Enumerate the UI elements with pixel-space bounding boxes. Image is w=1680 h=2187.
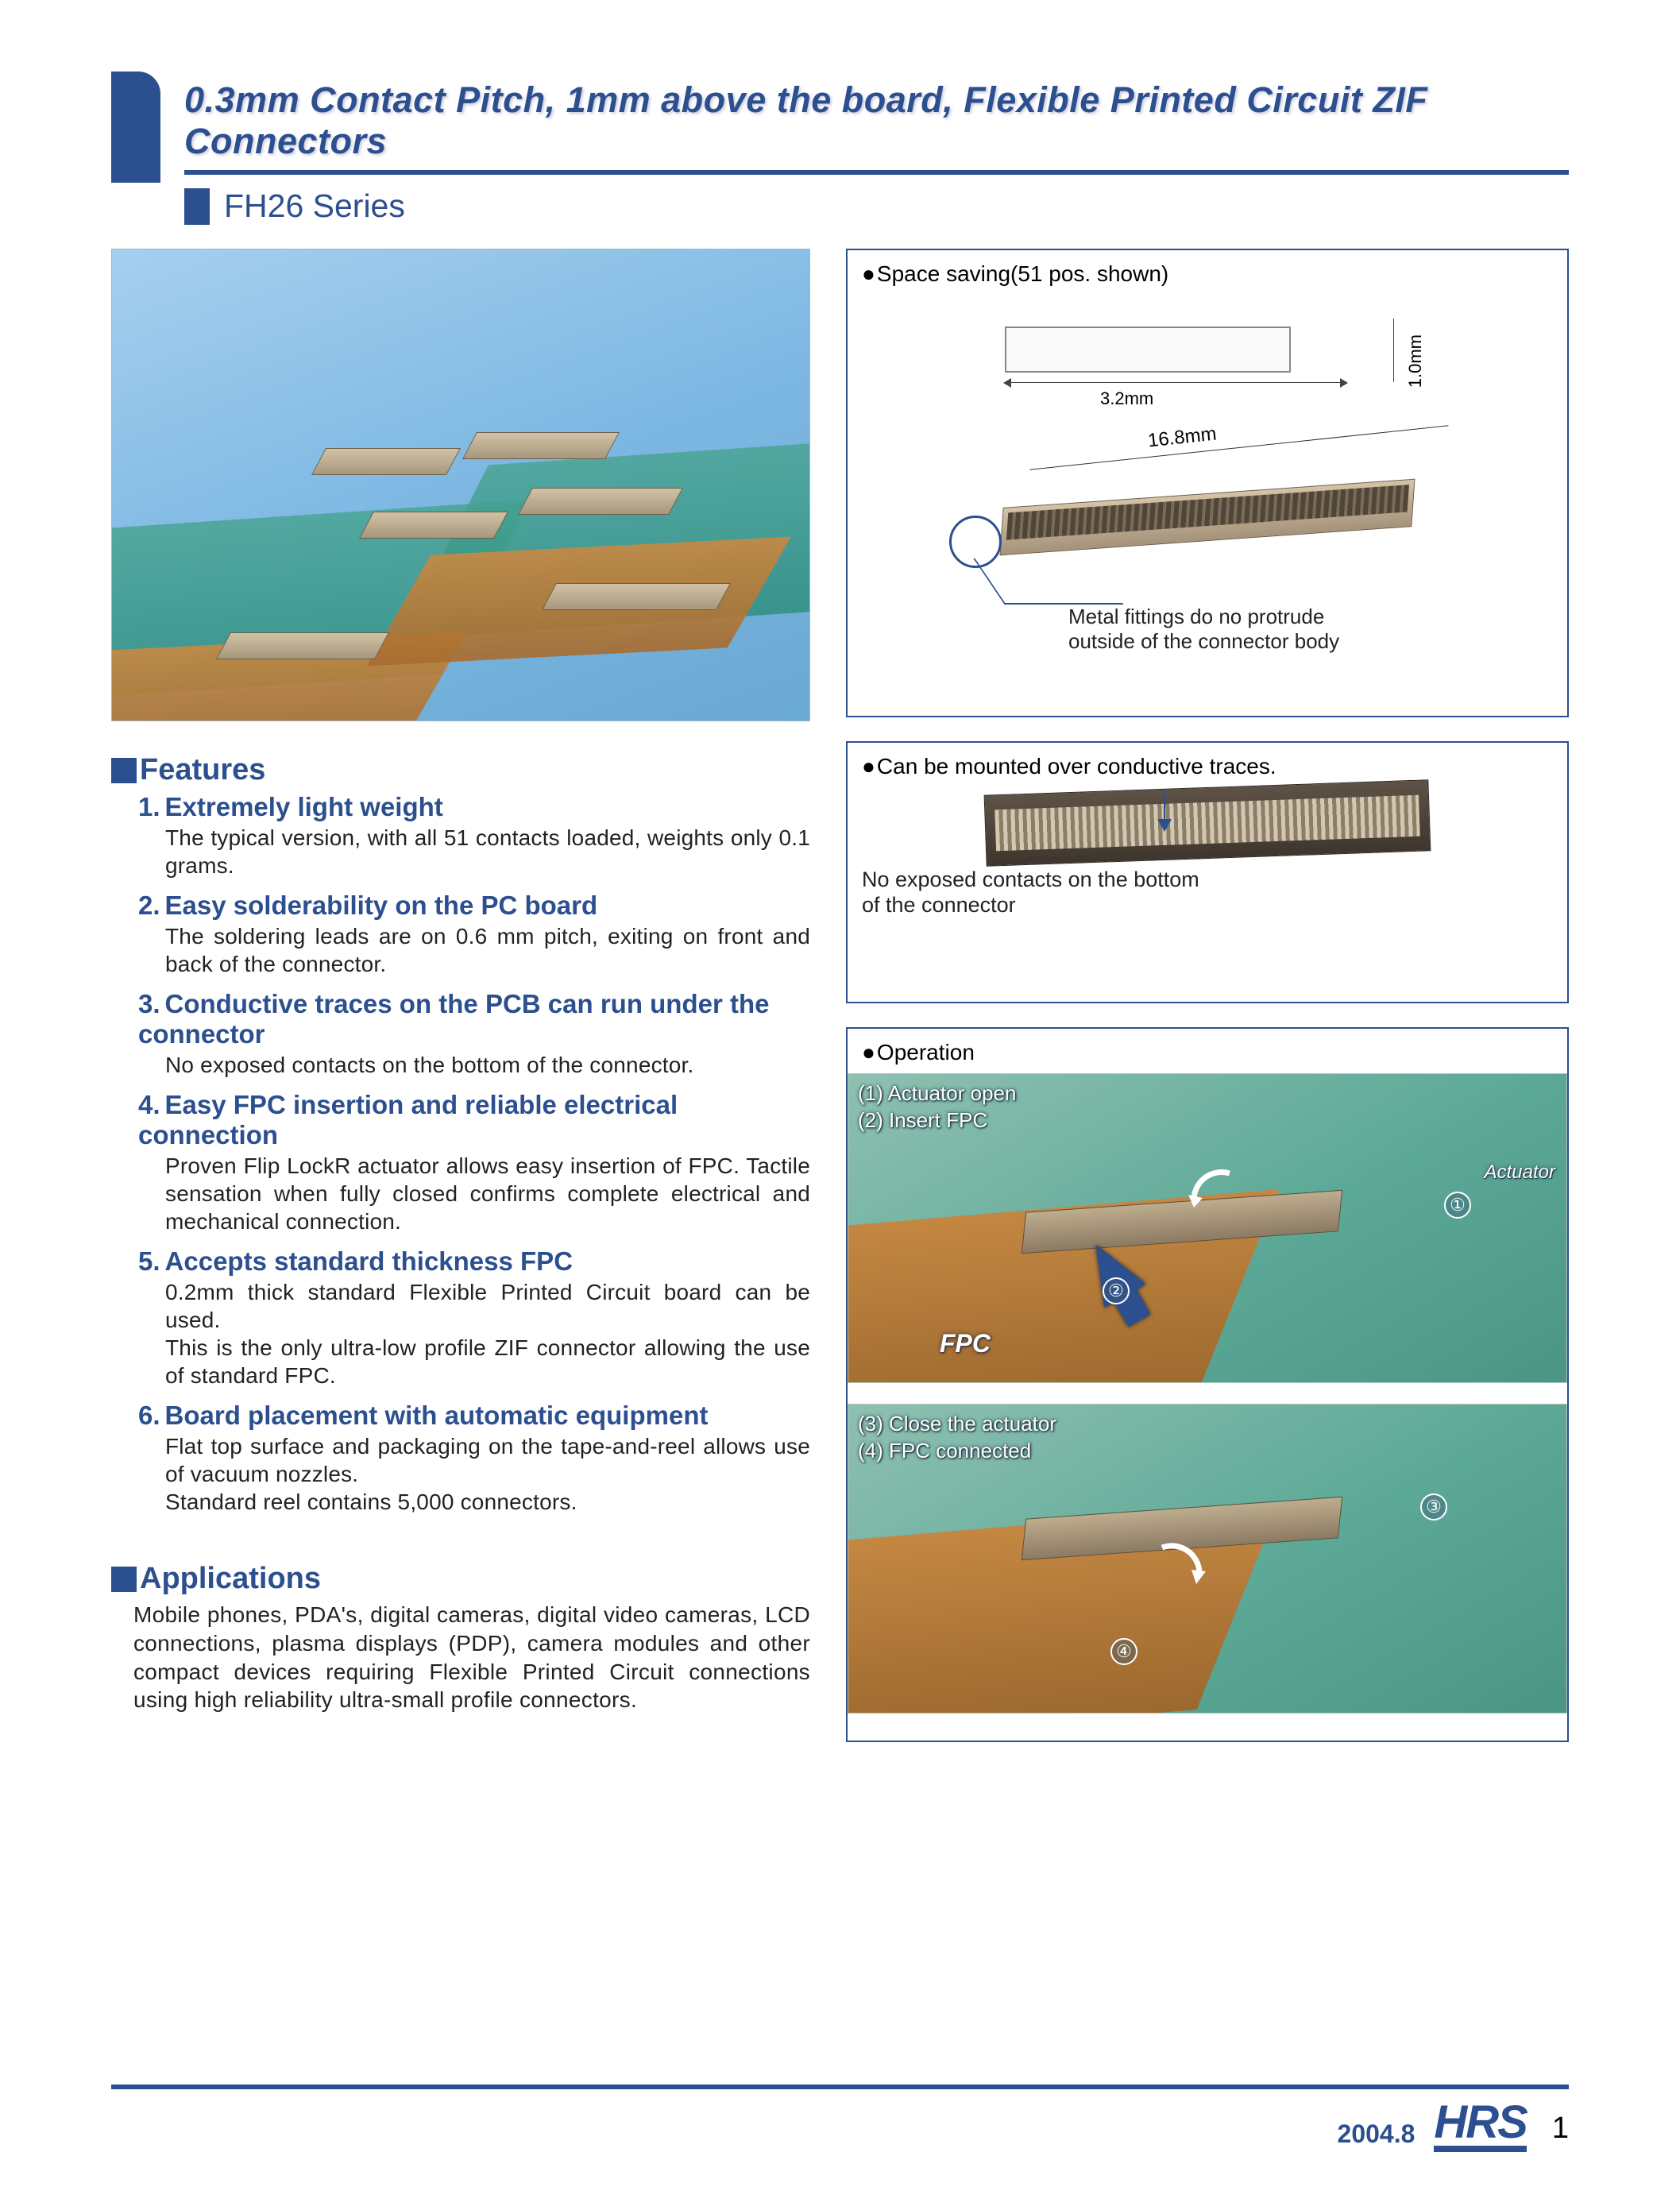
feature-body: The soldering leads are on 0.6 mm pitch,… [165, 922, 810, 978]
panel2-bottom-photo [984, 779, 1431, 866]
features-heading: Features [111, 753, 810, 787]
feature-item: 6.Board placement with automatic equipme… [138, 1401, 810, 1516]
step-num-2: ② [1103, 1277, 1130, 1304]
header-tab-decor [111, 71, 160, 183]
applications-heading: Applications [111, 1562, 810, 1596]
page-number: 1 [1552, 2112, 1569, 2146]
feature-body: The typical version, with all 51 contact… [165, 824, 810, 879]
dim-height: 1.0mm [1405, 334, 1426, 388]
fpc-label: FPC [940, 1329, 991, 1358]
op-step2: (2) Insert FPC [858, 1107, 1016, 1134]
feature-item: 4.Easy FPC insertion and reliable electr… [138, 1090, 810, 1235]
footer-date: 2004.8 [1338, 2119, 1415, 2149]
actuator-label: Actuator [1485, 1161, 1555, 1184]
close-arrow-icon [1150, 1532, 1214, 1595]
feature-title: 4.Easy FPC insertion and reliable electr… [138, 1090, 810, 1150]
feature-title: 1.Extremely light weight [138, 792, 810, 822]
panel3-label: Operation [848, 1040, 1567, 1065]
operation-photo-2: (3) Close the actuator (4) FPC connected… [848, 1404, 1567, 1714]
feature-body: Flat top surface and packaging on the ta… [165, 1432, 810, 1516]
hrs-logo: HRS [1434, 2096, 1526, 2149]
series-title: FH26 Series [224, 187, 405, 225]
panel1-callout: Metal fittings do no protrudeoutside of … [1068, 605, 1553, 654]
step-num-1: ① [1444, 1192, 1471, 1219]
page-header: 0.3mm Contact Pitch, 1mm above the board… [111, 79, 1569, 225]
step-num-4: ④ [1110, 1638, 1137, 1665]
feature-item: 5.Accepts standard thickness FPC0.2mm th… [138, 1246, 810, 1389]
op-step4: (4) FPC connected [858, 1438, 1056, 1465]
series-bar-decor [184, 188, 210, 225]
panel1-label: Space saving(51 pos. shown) [862, 261, 1553, 287]
applications-body: Mobile phones, PDA's, digital cameras, d… [133, 1601, 810, 1714]
title-rule [184, 170, 1569, 175]
op-step1: (1) Actuator open [858, 1080, 1016, 1107]
feature-title: 5.Accepts standard thickness FPC [138, 1246, 810, 1277]
panel1-2d-diagram: 3.2mm 1.0mm [862, 295, 1553, 430]
panel2-label: Can be mounted over conductive traces. [862, 754, 1553, 779]
step-num-3: ③ [1420, 1493, 1447, 1520]
feature-item: 3.Conductive traces on the PCB can run u… [138, 989, 810, 1079]
open-arrow-icon [1182, 1161, 1246, 1225]
feature-body: Proven Flip LockR actuator allows easy i… [165, 1152, 810, 1235]
hero-product-photo [111, 249, 810, 721]
feature-title: 2.Easy solderability on the PC board [138, 891, 810, 921]
panel-conductive-traces: Can be mounted over conductive traces. N… [846, 741, 1569, 1003]
op-step3: (3) Close the actuator [858, 1411, 1056, 1438]
dim-width: 3.2mm [1100, 388, 1153, 409]
features-list: 1.Extremely light weightThe typical vers… [111, 792, 810, 1516]
panel-operation: Operation (1) Actuator open (2) Insert F… [846, 1027, 1569, 1742]
feature-body: No exposed contacts on the bottom of the… [165, 1051, 810, 1079]
feature-title: 6.Board placement with automatic equipme… [138, 1401, 810, 1431]
page-footer: 2004.8 HRS 1 [111, 2085, 1569, 2149]
operation-photo-1: (1) Actuator open (2) Insert FPC Actuato… [848, 1073, 1567, 1383]
panel1-3d-photo: 16.8mm [862, 430, 1553, 605]
panel-space-saving: Space saving(51 pos. shown) 3.2mm 1.0mm … [846, 249, 1569, 717]
feature-title: 3.Conductive traces on the PCB can run u… [138, 989, 810, 1049]
feature-body: 0.2mm thick standard Flexible Printed Ci… [165, 1278, 810, 1389]
page-title: 0.3mm Contact Pitch, 1mm above the board… [184, 79, 1569, 162]
feature-item: 2.Easy solderability on the PC boardThe … [138, 891, 810, 978]
panel2-caption: No exposed contacts on the bottomof the … [862, 867, 1553, 918]
feature-item: 1.Extremely light weightThe typical vers… [138, 792, 810, 879]
arrow-icon [1164, 789, 1165, 821]
